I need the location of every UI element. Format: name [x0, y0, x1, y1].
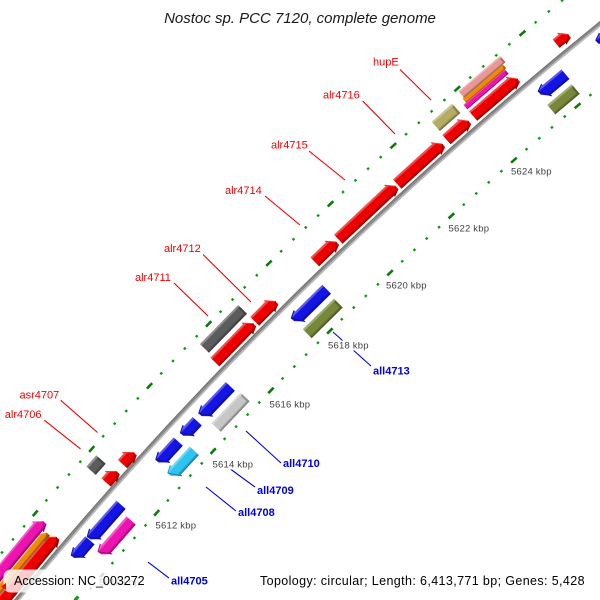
- svg-text:Nostoc sp. PCC 7120, complete: Nostoc sp. PCC 7120, complete genome: [164, 10, 436, 27]
- svg-text:hupE: hupE: [373, 57, 399, 69]
- svg-text:all4708: all4708: [238, 507, 275, 519]
- svg-text:alr4711: alr4711: [135, 272, 171, 284]
- svg-text:asr4707: asr4707: [20, 390, 60, 402]
- svg-text:5616 kbp: 5616 kbp: [270, 400, 311, 411]
- svg-text:alr4716: alr4716: [323, 90, 360, 102]
- svg-text:5612 kbp: 5612 kbp: [156, 521, 197, 532]
- svg-text:5624 kbp: 5624 kbp: [511, 167, 552, 178]
- svg-text:alr4706: alr4706: [5, 409, 42, 421]
- svg-text:all4710: all4710: [283, 458, 320, 470]
- svg-text:5620 kbp: 5620 kbp: [386, 281, 427, 292]
- svg-text:Topology: circular; Length: 6,: Topology: circular; Length: 6,413,771 bp…: [260, 574, 585, 588]
- svg-text:5622 kbp: 5622 kbp: [449, 224, 490, 235]
- svg-text:alr4714: alr4714: [225, 185, 262, 197]
- svg-text:all4709: all4709: [257, 485, 294, 497]
- svg-text:Accession: NC_003272: Accession: NC_003272: [14, 574, 145, 588]
- svg-text:alr4715: alr4715: [271, 140, 308, 152]
- svg-text:alr4712: alr4712: [164, 243, 201, 255]
- svg-text:5618 kbp: 5618 kbp: [328, 341, 369, 352]
- svg-text:5614 kbp: 5614 kbp: [213, 460, 254, 471]
- svg-text:all4705: all4705: [171, 576, 208, 588]
- svg-text:all4713: all4713: [373, 366, 410, 378]
